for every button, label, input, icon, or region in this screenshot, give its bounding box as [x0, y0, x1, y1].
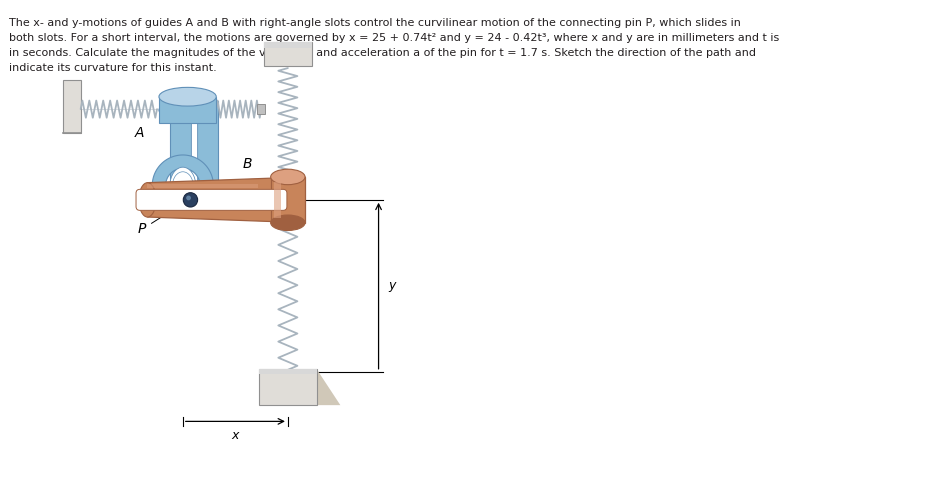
FancyBboxPatch shape — [148, 184, 257, 188]
Text: y: y — [387, 279, 395, 292]
Circle shape — [186, 196, 190, 200]
Ellipse shape — [172, 172, 193, 199]
Ellipse shape — [139, 183, 156, 217]
Polygon shape — [316, 369, 340, 405]
Bar — [259, 369, 316, 405]
Text: A: A — [135, 126, 145, 140]
Text: B: B — [243, 157, 252, 171]
Text: x: x — [231, 429, 239, 442]
Bar — [259, 369, 316, 374]
Bar — [170, 101, 191, 190]
Ellipse shape — [159, 101, 216, 120]
Bar — [257, 104, 265, 114]
Ellipse shape — [270, 215, 305, 230]
Circle shape — [183, 193, 197, 207]
Bar — [191, 92, 197, 200]
Ellipse shape — [270, 169, 305, 185]
Bar — [264, 42, 311, 48]
Bar — [270, 177, 305, 223]
Bar — [64, 80, 81, 133]
Bar — [159, 97, 216, 123]
Ellipse shape — [142, 190, 152, 210]
Ellipse shape — [169, 167, 195, 204]
Text: The x- and y-motions of guides A and B with right-angle slots control the curvil: The x- and y-motions of guides A and B w… — [9, 19, 779, 73]
Polygon shape — [148, 177, 305, 223]
Polygon shape — [152, 155, 213, 185]
Text: P: P — [138, 203, 183, 236]
FancyBboxPatch shape — [136, 189, 287, 210]
Bar — [273, 182, 281, 218]
Bar — [264, 42, 311, 66]
Ellipse shape — [159, 87, 216, 106]
Bar — [197, 101, 218, 190]
